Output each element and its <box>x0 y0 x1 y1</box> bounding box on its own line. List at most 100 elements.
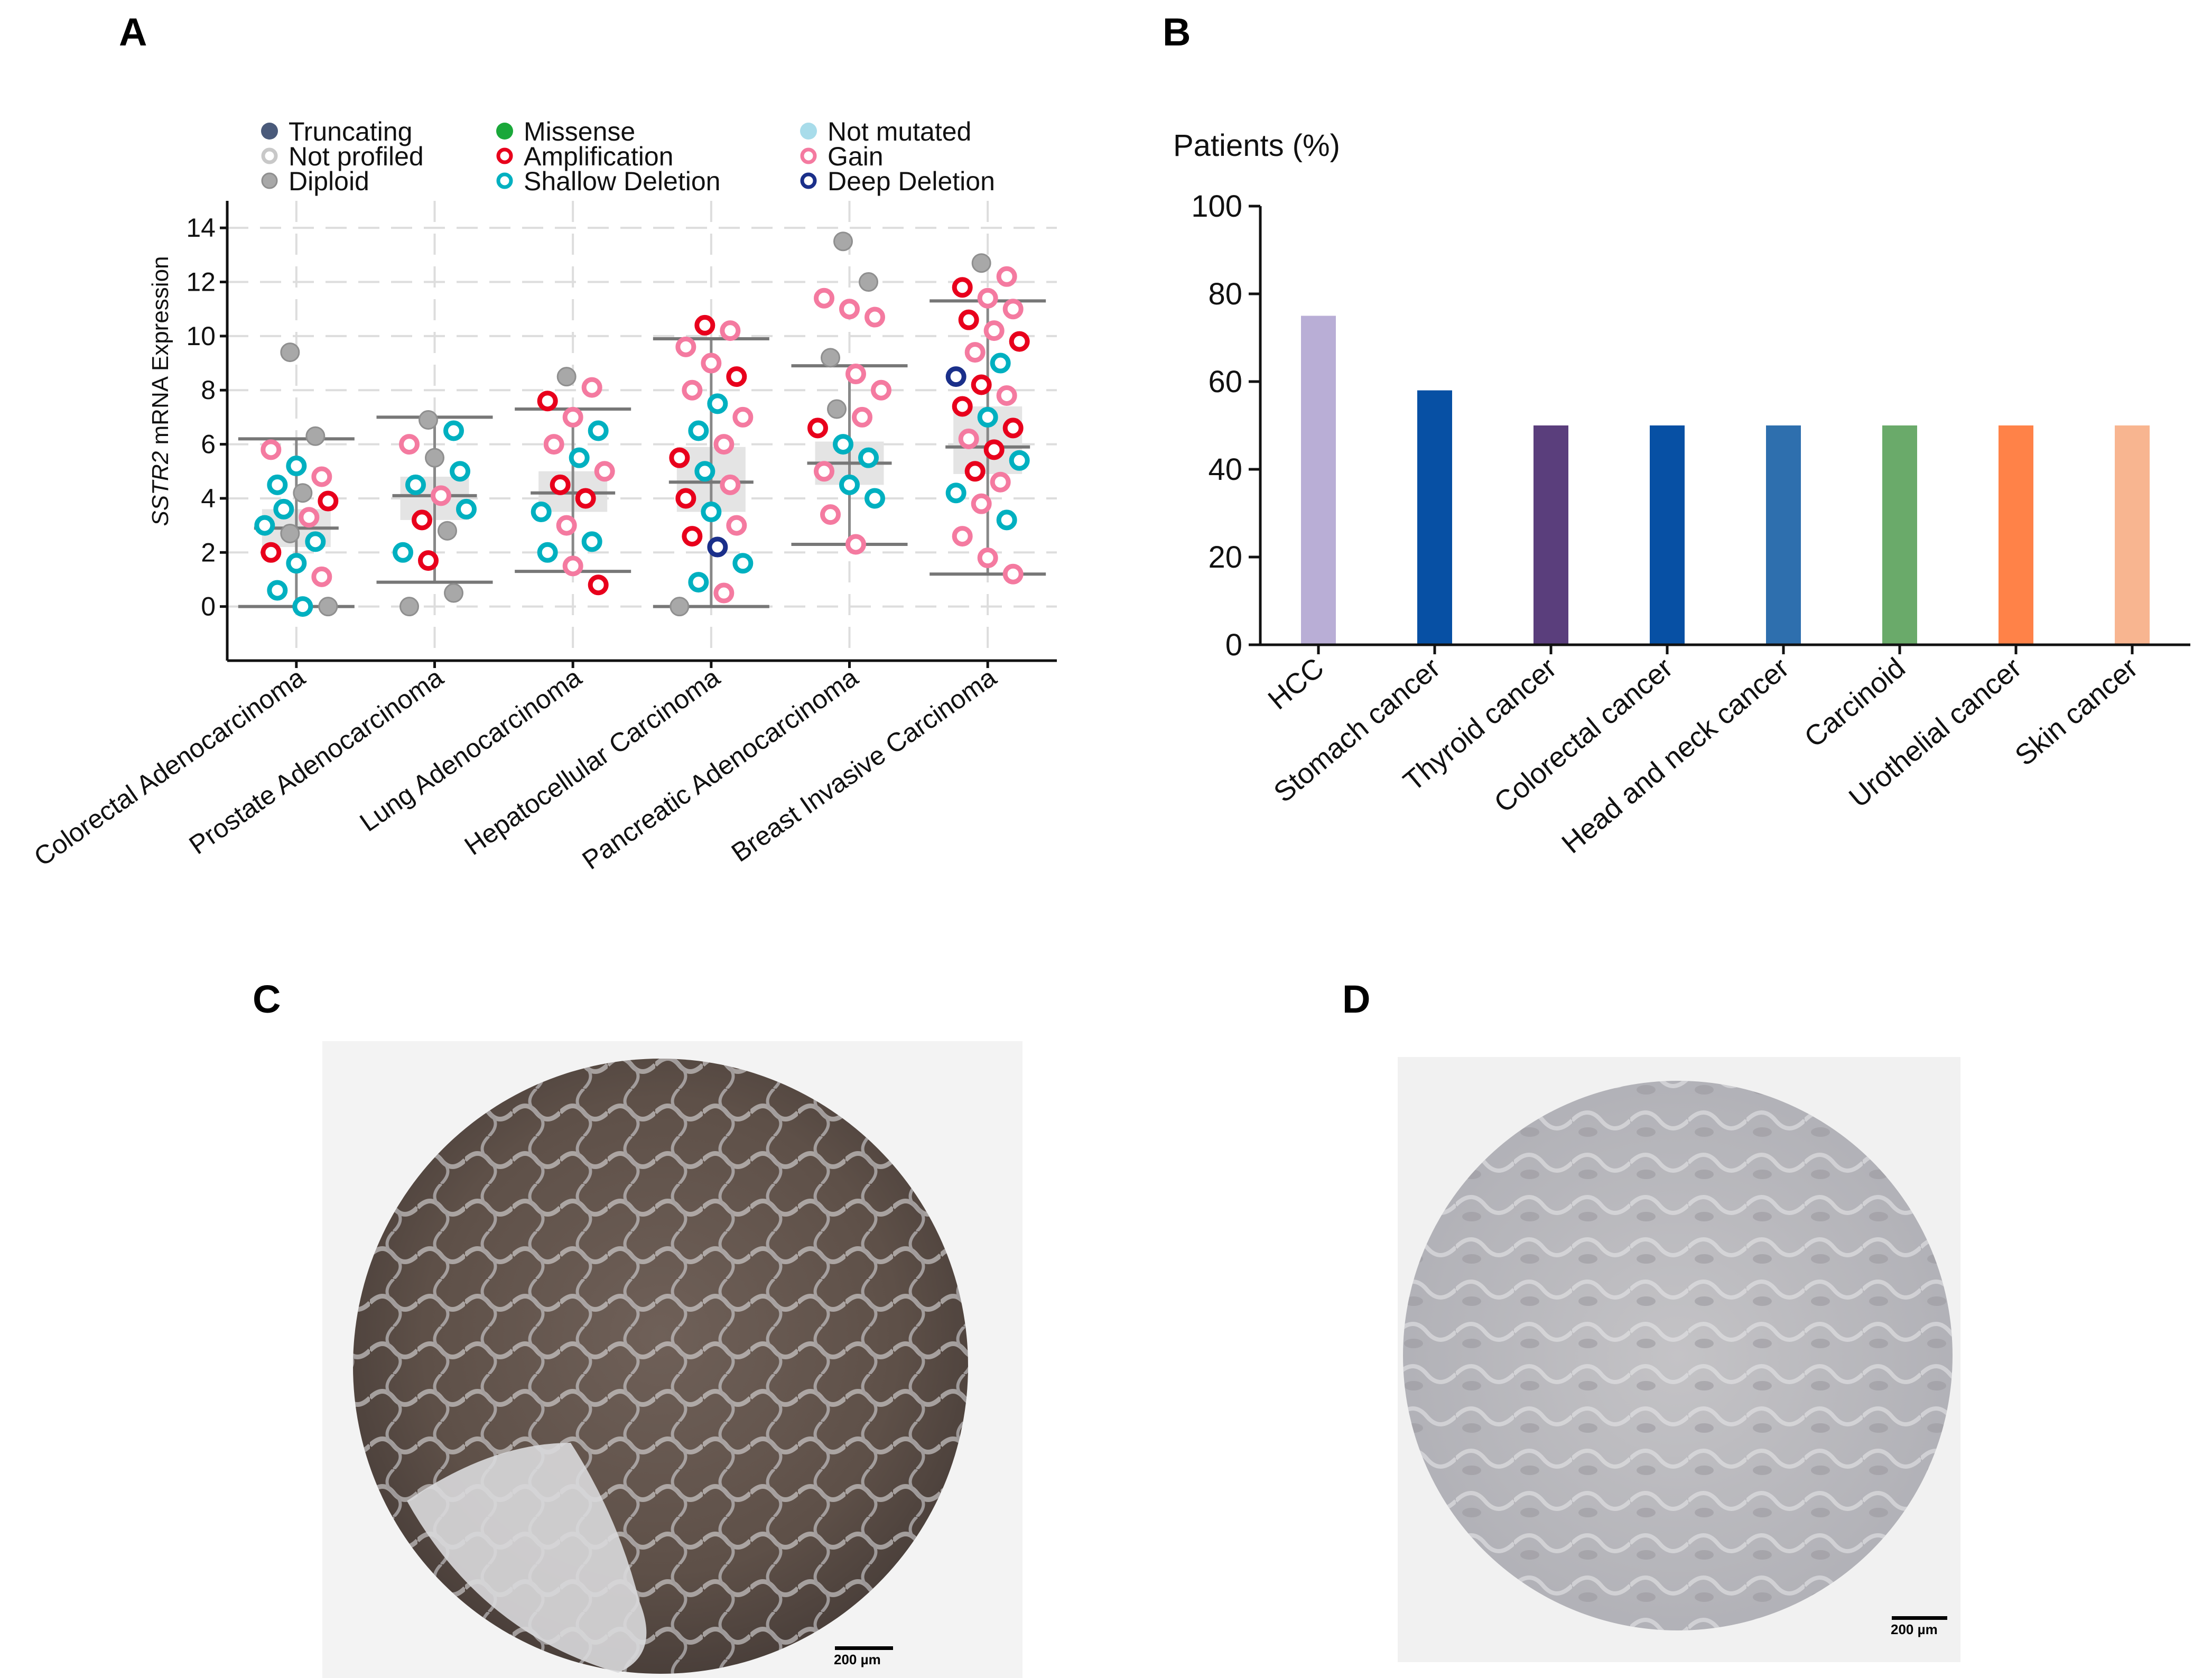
chart-a-point <box>581 531 602 552</box>
chart-a-ytick-label: 14 <box>186 213 216 243</box>
chart-b-ytick-label: 20 <box>1208 540 1242 574</box>
chart-a-point <box>286 456 307 477</box>
chart-a-y-axis-label-gene: SSTR2 <box>147 451 173 526</box>
chart-a-legend-marker <box>261 123 278 140</box>
chart-a-point <box>852 406 872 428</box>
chart-a-point <box>732 553 754 574</box>
chart-a-point <box>1002 418 1024 439</box>
chart-a-point <box>707 536 728 558</box>
chart-a-point <box>833 434 853 455</box>
chart-a-point <box>858 447 879 468</box>
chart-a-point <box>588 574 609 596</box>
panel-label-c: C <box>253 977 281 1021</box>
chart-a-point <box>820 504 841 525</box>
chart-a-point <box>425 448 444 468</box>
chart-a-point <box>267 580 288 601</box>
chart-a-point <box>682 526 703 547</box>
chart-b-bar <box>1301 316 1336 645</box>
chart-a-point <box>444 583 463 603</box>
chart-a-point <box>431 485 451 506</box>
chart-a-point <box>945 366 966 387</box>
chart-a-point <box>318 597 338 617</box>
chart-a-point <box>807 418 828 439</box>
chart-b-bar <box>1882 425 1917 645</box>
chart-a-point <box>694 314 715 336</box>
chart-a-point <box>701 353 722 374</box>
chart-a-point <box>675 336 696 357</box>
chart-a-point <box>292 596 313 617</box>
chart-a-point <box>456 498 477 520</box>
chart-a-point <box>865 307 885 328</box>
chart-a-y-axis-label-text: mRNA Expression <box>147 256 173 451</box>
chart-a-legend-label: Not mutated <box>828 117 971 146</box>
chart-a-point <box>438 521 457 541</box>
chart-a-ytick-label: 2 <box>201 537 216 567</box>
chart-a-point <box>726 366 747 387</box>
chart-a-point <box>859 272 878 292</box>
chart-a-point <box>827 399 847 419</box>
chart-a-legend-marker <box>496 147 513 164</box>
chart-a-point <box>720 320 741 341</box>
chart-a-point <box>845 534 866 555</box>
chart-a-point <box>1009 450 1030 471</box>
chart-a-point <box>990 471 1011 493</box>
chart-a-point <box>958 428 979 449</box>
chart-b-bar <box>1417 390 1452 645</box>
chart-a-point <box>865 488 885 509</box>
chart-a-category-label: Pancreatic Adenocarcinoma <box>577 662 863 875</box>
chart-a-point <box>1009 331 1030 352</box>
chart-a-legend-marker <box>496 123 513 140</box>
chart-a-ytick-label: 0 <box>201 592 216 622</box>
chart-a-point <box>280 523 300 543</box>
chart-a-legend-marker <box>261 172 278 189</box>
chart-a-point <box>556 367 577 387</box>
chart-a-point <box>588 420 609 441</box>
chart-a-category-label: Lung Adenocarcinoma <box>355 662 587 837</box>
chart-a-point <box>732 406 754 428</box>
chart-a-point <box>537 542 558 563</box>
chart-a-point <box>273 498 294 520</box>
chart-a-point <box>977 548 998 569</box>
chart-a-ytick-label: 12 <box>186 267 216 297</box>
chart-a-point <box>952 277 973 298</box>
chart-a-point <box>977 288 998 309</box>
chart-a-point <box>562 406 583 428</box>
panel-label-a: A <box>119 10 147 54</box>
panel-label-d: D <box>1342 977 1371 1021</box>
chart-a-legend-label: Deep Deletion <box>828 166 995 196</box>
chart-a-legend-marker <box>496 172 513 189</box>
chart-b-ytick-label: 40 <box>1208 452 1242 487</box>
chart-a-point <box>977 406 998 428</box>
chart-a-point <box>412 509 432 531</box>
chart-a-point <box>254 515 275 536</box>
chart-a-point <box>845 364 866 385</box>
chart-a-point <box>726 515 747 536</box>
chart-a-point <box>713 582 735 604</box>
chart-a-point <box>594 461 615 482</box>
panel-c-scale-bar <box>835 1646 893 1650</box>
chart-a-point <box>688 420 709 441</box>
chart-a-point <box>531 502 552 523</box>
chart-a-point <box>311 466 332 487</box>
chart-a-point <box>318 490 339 512</box>
chart-a-legend-label: Truncating <box>289 117 412 146</box>
chart-a-point <box>286 553 307 574</box>
chart-a-point <box>267 474 288 495</box>
chart-a-point <box>305 426 326 446</box>
chart-a-point <box>669 447 690 468</box>
chart-b-bar <box>2115 425 2150 645</box>
panel-c-scale-label: 200 µm <box>834 1652 881 1667</box>
chart-a-ytick-label: 8 <box>201 375 216 405</box>
chart-a-point <box>556 515 577 536</box>
chart-a-point <box>871 379 891 401</box>
chart-a-point <box>971 493 992 514</box>
chart-a-point <box>575 488 596 509</box>
chart-a-point <box>964 342 986 363</box>
chart-b-bar <box>1766 425 1801 645</box>
chart-a-legend-marker <box>800 123 817 140</box>
chart-b-ytick-label: 0 <box>1225 628 1242 662</box>
chart-a-point <box>280 342 300 363</box>
chart-a-point <box>670 597 690 617</box>
chart-a-point <box>720 474 741 495</box>
